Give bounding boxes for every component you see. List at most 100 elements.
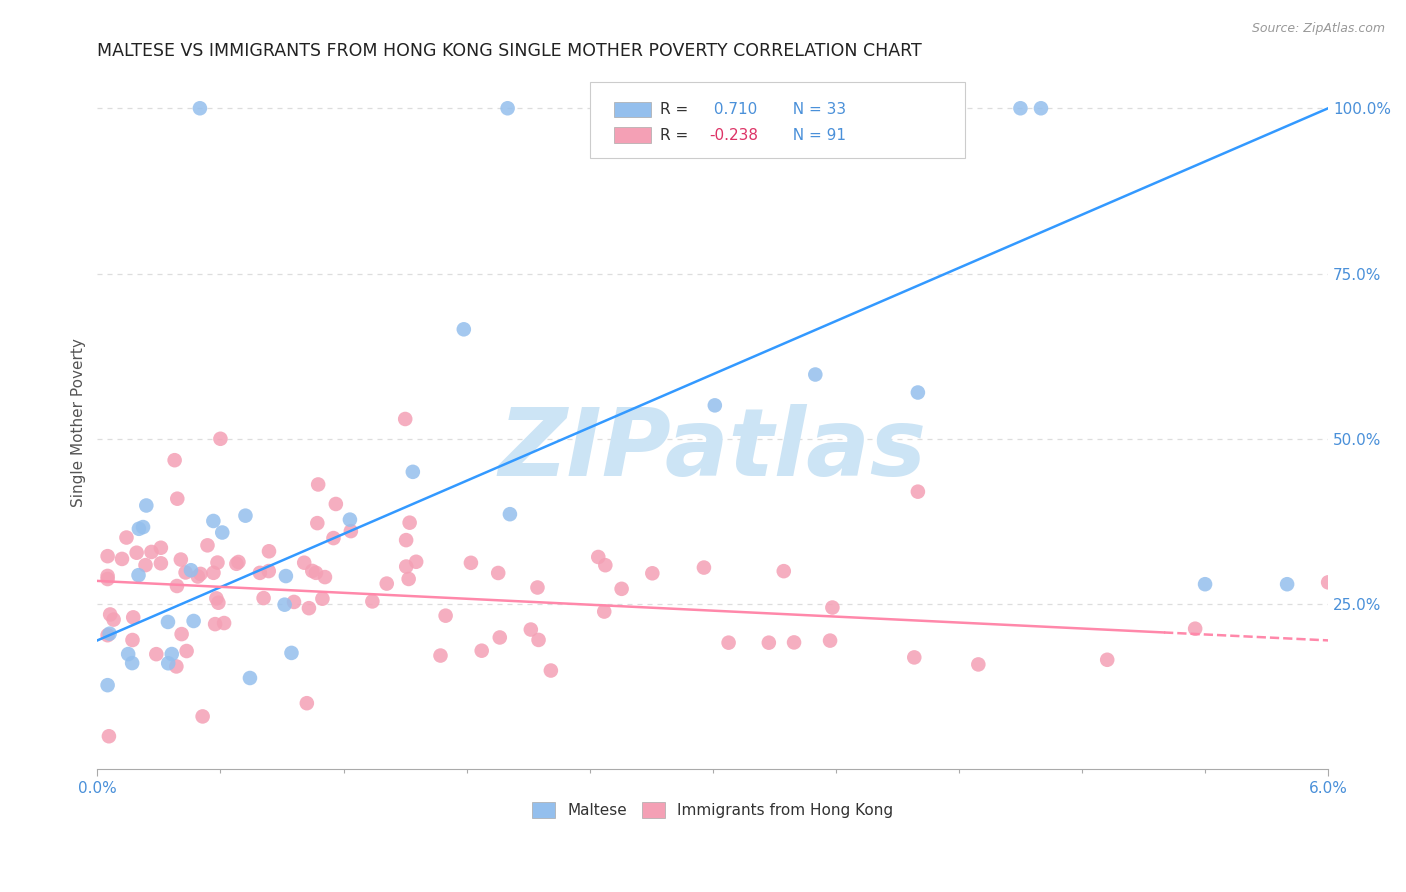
- Point: [434, 608, 457, 623]
- Point: [97, 572, 120, 586]
- Point: [145, 647, 167, 661]
- Point: [292, 556, 315, 570]
- Point: [103, 613, 125, 627]
- Text: ZIPatlas: ZIPatlas: [499, 404, 927, 496]
- Point: [97, 678, 120, 692]
- Point: [496, 101, 519, 115]
- Point: [301, 564, 323, 578]
- Point: [156, 615, 179, 629]
- Point: [135, 499, 157, 513]
- Point: [197, 538, 219, 552]
- Point: [125, 546, 148, 560]
- Point: [166, 491, 188, 506]
- Point: [132, 520, 155, 534]
- Point: [298, 601, 321, 615]
- Point: [610, 582, 633, 596]
- Point: [165, 659, 187, 673]
- Point: [98, 626, 121, 640]
- Point: [157, 657, 180, 671]
- Text: N = 91: N = 91: [783, 128, 846, 143]
- Point: [115, 531, 138, 545]
- Point: [170, 552, 193, 566]
- Point: [429, 648, 451, 663]
- Point: [395, 559, 418, 574]
- FancyBboxPatch shape: [614, 102, 651, 117]
- Point: [128, 568, 150, 582]
- Point: [804, 368, 827, 382]
- FancyBboxPatch shape: [589, 82, 965, 159]
- Point: [486, 566, 509, 580]
- Point: [205, 591, 228, 606]
- Point: [783, 635, 806, 649]
- Point: [307, 477, 329, 491]
- Point: [134, 558, 156, 573]
- Point: [325, 497, 347, 511]
- Point: [340, 524, 363, 538]
- Point: [117, 647, 139, 661]
- Point: [188, 101, 211, 115]
- Point: [703, 398, 725, 412]
- Point: [453, 322, 475, 336]
- Point: [98, 607, 121, 622]
- Point: [170, 627, 193, 641]
- Point: [160, 647, 183, 661]
- Point: [121, 633, 143, 648]
- Point: [121, 656, 143, 670]
- Point: [97, 628, 120, 642]
- Y-axis label: Single Mother Poverty: Single Mother Poverty: [72, 338, 86, 507]
- FancyBboxPatch shape: [614, 128, 651, 143]
- Point: [274, 569, 297, 583]
- Point: [520, 623, 543, 637]
- Point: [1010, 101, 1032, 115]
- Point: [405, 555, 427, 569]
- Point: [235, 508, 257, 523]
- Point: [111, 552, 134, 566]
- Point: [693, 560, 716, 574]
- Point: [141, 545, 163, 559]
- Text: N = 33: N = 33: [783, 102, 846, 117]
- Point: [252, 591, 274, 605]
- Point: [207, 556, 229, 570]
- Point: [1095, 653, 1118, 667]
- Point: [1029, 101, 1052, 115]
- Point: [239, 671, 262, 685]
- Point: [190, 566, 212, 581]
- Point: [903, 650, 925, 665]
- Point: [1184, 622, 1206, 636]
- Point: [176, 644, 198, 658]
- Point: [280, 646, 302, 660]
- Point: [398, 516, 420, 530]
- Point: [967, 657, 990, 672]
- Point: [375, 576, 398, 591]
- Point: [717, 635, 740, 649]
- Point: [1194, 577, 1216, 591]
- Point: [283, 595, 305, 609]
- Point: [166, 579, 188, 593]
- Point: [163, 453, 186, 467]
- Point: [499, 507, 522, 521]
- Point: [295, 696, 318, 710]
- Point: [307, 516, 329, 530]
- Point: [471, 643, 494, 657]
- Point: [122, 610, 145, 624]
- Point: [249, 566, 271, 580]
- Point: [402, 465, 425, 479]
- Point: [212, 615, 235, 630]
- Point: [595, 558, 617, 573]
- Point: [488, 631, 510, 645]
- Point: [311, 591, 333, 606]
- Point: [183, 614, 205, 628]
- Point: [818, 633, 841, 648]
- Point: [209, 432, 232, 446]
- Point: [322, 531, 344, 545]
- Point: [540, 664, 562, 678]
- Point: [97, 569, 120, 583]
- Point: [257, 564, 280, 578]
- Point: [180, 563, 202, 577]
- Point: [593, 605, 616, 619]
- Text: -0.238: -0.238: [709, 128, 758, 143]
- Text: R =: R =: [659, 102, 693, 117]
- Point: [273, 598, 295, 612]
- Point: [305, 566, 328, 580]
- Point: [394, 412, 416, 426]
